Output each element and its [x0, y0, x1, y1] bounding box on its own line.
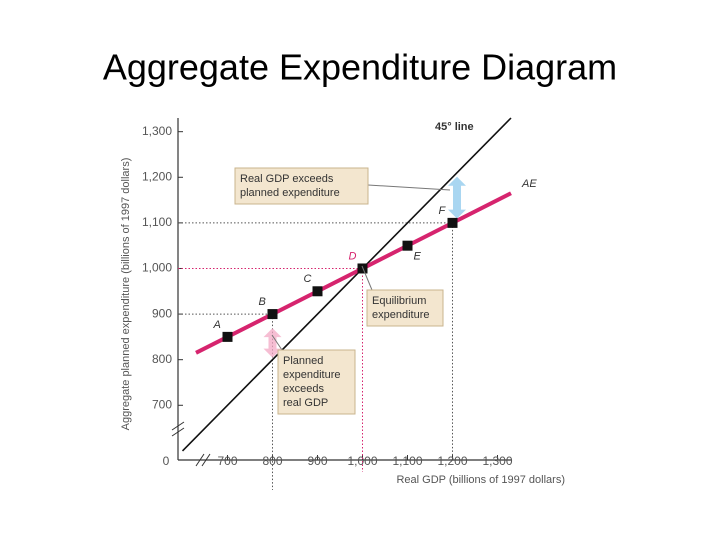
y-tick-label: 1,000: [142, 261, 172, 275]
y-tick-label: 700: [152, 397, 172, 411]
y-tick-label: 900: [152, 306, 172, 320]
point-label: D: [349, 250, 357, 262]
annotation-text: expenditure: [283, 369, 341, 381]
point-label: F: [439, 205, 447, 217]
point: [312, 286, 323, 297]
x-tick-label: 1,300: [482, 454, 512, 468]
origin-label: 0: [163, 454, 170, 468]
point: [447, 217, 458, 228]
x-axis-label: Real GDP (billions of 1997 dollars): [396, 474, 565, 486]
point-label: C: [304, 273, 312, 285]
line-45: [181, 117, 512, 452]
y-tick-label: 1,100: [142, 215, 172, 229]
point: [402, 240, 413, 251]
x-tick-label: 1,100: [392, 454, 422, 468]
x-tick-label: 1,200: [437, 454, 467, 468]
leader-line: [367, 184, 451, 191]
x-tick-label: 700: [217, 454, 237, 468]
x-axis-break: [195, 453, 211, 467]
annotation-box: [277, 349, 356, 415]
series-label: AE: [521, 178, 537, 190]
annotation-text: Equilibrium: [372, 295, 426, 307]
x-tick-label: 900: [307, 454, 327, 468]
annotation-box: [366, 289, 444, 327]
annotation-text: planned expenditure: [240, 187, 340, 199]
blue-arrow: [448, 176, 466, 219]
leader-line: [361, 265, 373, 291]
y-tick-label: 1,300: [142, 124, 172, 138]
annotation-text: real GDP: [283, 397, 328, 409]
y-axis-label: Aggregate planned expenditure (billions …: [120, 158, 132, 431]
annotation-text: Planned: [283, 355, 323, 367]
annotation-text: Real GDP exceeds: [240, 173, 334, 185]
annotation-text: expenditure: [372, 309, 430, 321]
slide-title: Aggregate Expenditure Diagram: [103, 47, 617, 88]
y-axis-break: [171, 421, 185, 437]
series-label: 45° line: [435, 121, 474, 133]
ae-line: [195, 191, 512, 355]
leader-line: [271, 334, 283, 351]
y-tick-label: 1,200: [142, 169, 172, 183]
point-label: B: [259, 296, 266, 308]
point: [222, 331, 233, 342]
y-tick-label: 800: [152, 352, 172, 366]
annotation-text: exceeds: [283, 383, 324, 395]
point-label: A: [213, 319, 221, 331]
point-label: E: [414, 251, 422, 263]
annotation-box: [234, 167, 369, 205]
pink-arrow: [263, 328, 282, 358]
point: [267, 309, 278, 320]
